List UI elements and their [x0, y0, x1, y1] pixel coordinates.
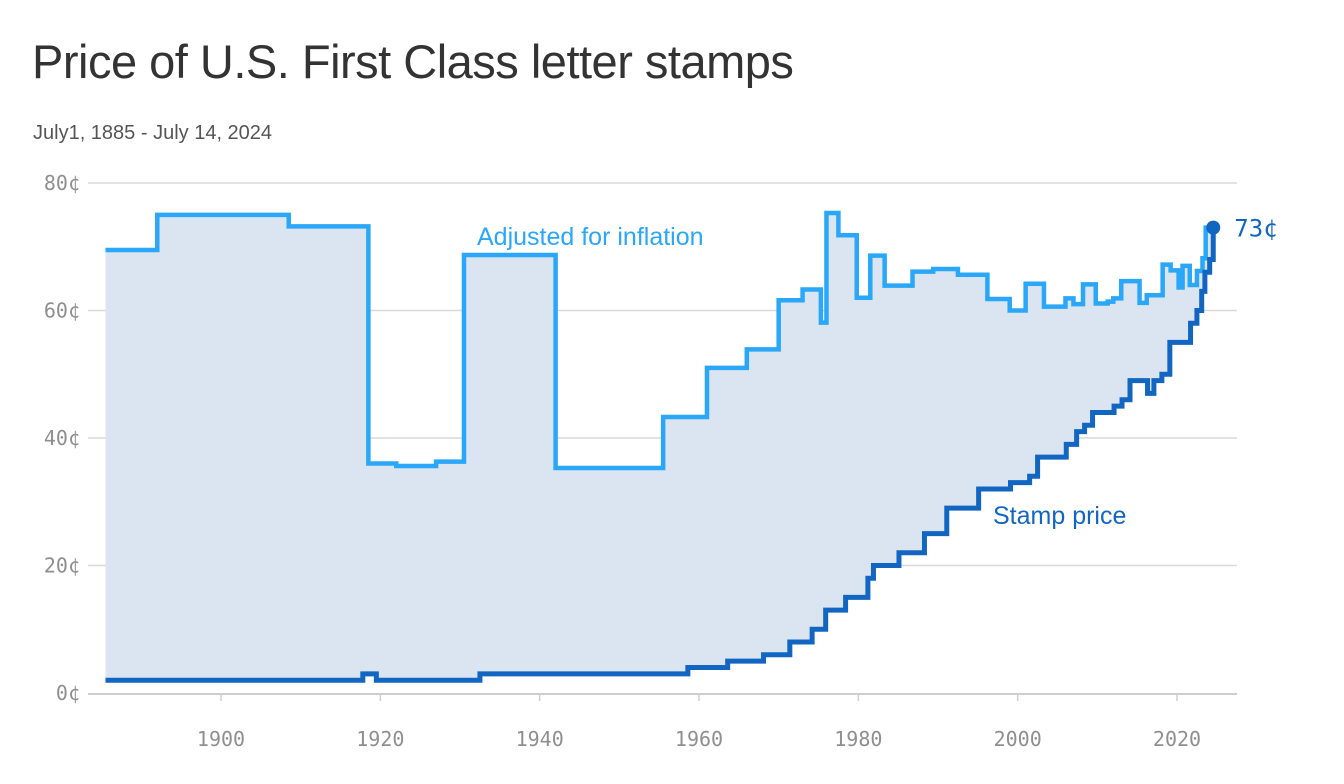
chart-title: Price of U.S. First Class letter stamps [32, 35, 794, 88]
gap-area [105, 212, 1214, 681]
x-tick-label: 1960 [675, 727, 723, 751]
y-axis: 0¢ 20¢ 40¢ 60¢ 80¢ [44, 171, 80, 705]
x-tick-label: 1920 [356, 727, 404, 751]
x-tick-label: 1940 [516, 727, 564, 751]
y-tick-label: 20¢ [44, 554, 80, 578]
series-label-inflation: Adjusted for inflation [477, 223, 704, 251]
y-tick-label: 60¢ [44, 299, 80, 323]
y-tick-label: 40¢ [44, 426, 80, 450]
x-tick-label: 1980 [834, 727, 882, 751]
x-tick-label: 2000 [994, 727, 1042, 751]
latest-price-label: 73¢ [1234, 215, 1277, 243]
y-tick-label: 80¢ [44, 171, 80, 195]
latest-price-point [1206, 220, 1221, 235]
series-line-inflation [105, 210, 1214, 471]
series-label-stamp-price: Stamp price [993, 502, 1126, 530]
x-tick-label: 2020 [1153, 727, 1201, 751]
x-axis: 1900 1920 1940 1960 1980 2000 2020 [197, 694, 1201, 751]
y-tick-label: 0¢ [56, 681, 80, 705]
x-tick-label: 1900 [197, 727, 245, 751]
chart-subtitle: July1, 1885 - July 14, 2024 [33, 122, 273, 144]
series-line-stamp-price [105, 227, 1216, 683]
